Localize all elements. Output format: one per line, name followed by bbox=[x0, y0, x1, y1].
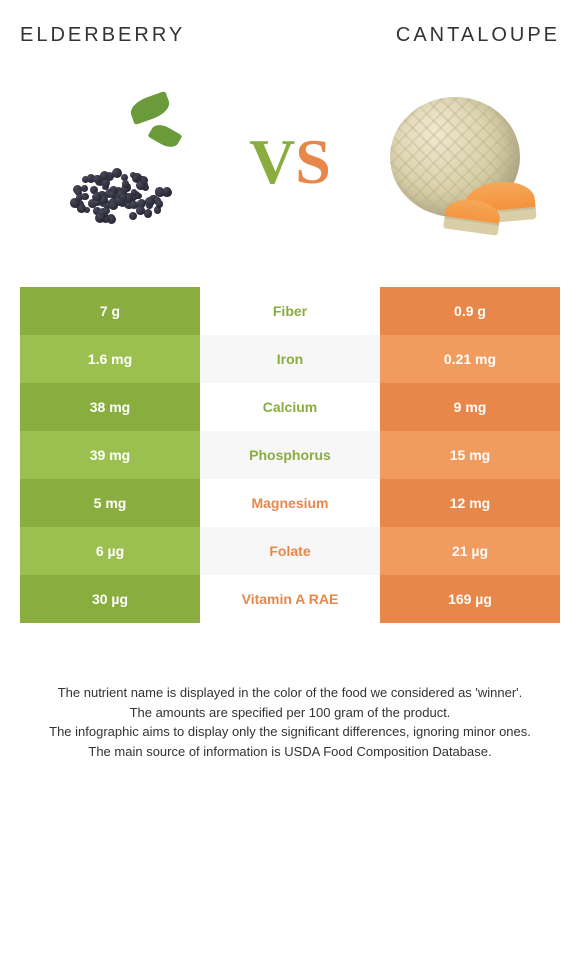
cantaloupe-image bbox=[370, 87, 540, 237]
nutrient-table: 7 gFiber0.9 g1.6 mgIron0.21 mg38 mgCalci… bbox=[20, 287, 560, 623]
right-value: 21 µg bbox=[380, 527, 560, 575]
left-value: 1.6 mg bbox=[20, 335, 200, 383]
table-row: 30 µgVitamin A RAE169 µg bbox=[20, 575, 560, 623]
right-value: 0.9 g bbox=[380, 287, 560, 335]
table-row: 39 mgPhosphorus15 mg bbox=[20, 431, 560, 479]
left-value: 38 mg bbox=[20, 383, 200, 431]
right-value: 0.21 mg bbox=[380, 335, 560, 383]
footer-line: The amounts are specified per 100 gram o… bbox=[30, 703, 550, 723]
table-row: 7 gFiber0.9 g bbox=[20, 287, 560, 335]
nutrient-label: Vitamin A RAE bbox=[200, 575, 380, 623]
left-value: 39 mg bbox=[20, 431, 200, 479]
footer-line: The nutrient name is displayed in the co… bbox=[30, 683, 550, 703]
right-value: 12 mg bbox=[380, 479, 560, 527]
footer-line: The infographic aims to display only the… bbox=[30, 722, 550, 742]
left-value: 6 µg bbox=[20, 527, 200, 575]
images-row: VS bbox=[20, 77, 560, 247]
header: ELDERBERRY CANTALOUPE bbox=[20, 24, 560, 47]
vs-label: VS bbox=[249, 125, 331, 199]
vs-v: V bbox=[249, 126, 295, 197]
footer-line: The main source of information is USDA F… bbox=[30, 742, 550, 762]
footer-notes: The nutrient name is displayed in the co… bbox=[20, 683, 560, 761]
nutrient-label: Magnesium bbox=[200, 479, 380, 527]
right-value: 169 µg bbox=[380, 575, 560, 623]
nutrient-label: Folate bbox=[200, 527, 380, 575]
left-value: 7 g bbox=[20, 287, 200, 335]
right-value: 9 mg bbox=[380, 383, 560, 431]
right-value: 15 mg bbox=[380, 431, 560, 479]
nutrient-label: Calcium bbox=[200, 383, 380, 431]
left-value: 5 mg bbox=[20, 479, 200, 527]
table-row: 1.6 mgIron0.21 mg bbox=[20, 335, 560, 383]
table-row: 6 µgFolate21 µg bbox=[20, 527, 560, 575]
table-row: 5 mgMagnesium12 mg bbox=[20, 479, 560, 527]
elderberry-image bbox=[40, 87, 210, 237]
nutrient-label: Phosphorus bbox=[200, 431, 380, 479]
table-row: 38 mgCalcium9 mg bbox=[20, 383, 560, 431]
left-value: 30 µg bbox=[20, 575, 200, 623]
vs-s: S bbox=[295, 126, 331, 197]
right-title: CANTALOUPE bbox=[396, 24, 560, 47]
left-title: ELDERBERRY bbox=[20, 24, 185, 47]
nutrient-label: Iron bbox=[200, 335, 380, 383]
nutrient-label: Fiber bbox=[200, 287, 380, 335]
